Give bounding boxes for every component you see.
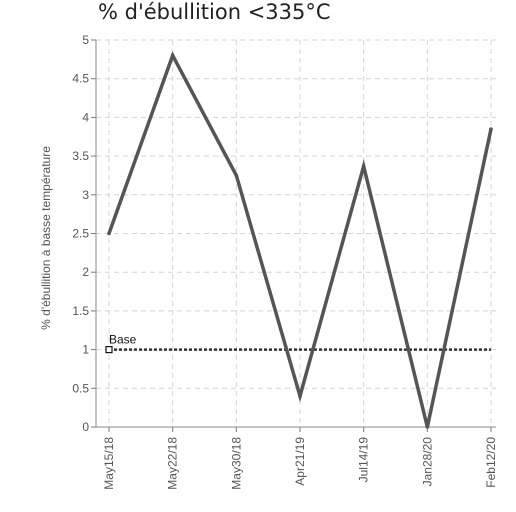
x-tick-label: May30/18 (229, 437, 243, 490)
y-tick-label: 2 (82, 265, 89, 279)
reference-line-group: Base (105, 333, 491, 354)
data-point (170, 53, 175, 58)
y-tick-label: 0 (82, 420, 89, 434)
x-tick-label: Apr21/19 (293, 437, 307, 486)
y-axis-title: % d'ébullition à basse température (39, 146, 53, 330)
data-point (489, 127, 493, 131)
reference-line-marker (105, 346, 113, 354)
y-tick-label: 2.5 (72, 227, 89, 241)
y-tick-label: 4 (82, 110, 89, 124)
y-tick-label: 1 (82, 343, 89, 357)
y-tick-label: 3 (82, 188, 89, 202)
axes: 0 0.5 1 1.5 2 2.5 3 3.5 4 4.5 5 May15/18 May22/18 May… (72, 33, 498, 490)
x-tick-label: Jan28/20 (420, 437, 434, 487)
reference-line-label: Base (109, 333, 137, 347)
series-group (107, 51, 493, 429)
y-tick-label: 3.5 (72, 149, 89, 163)
data-point (234, 173, 239, 178)
data-point (107, 231, 111, 236)
data-point (425, 425, 430, 429)
x-tick-label: May15/18 (102, 437, 116, 490)
data-point (361, 164, 366, 168)
y-tick-label: 4.5 (72, 72, 89, 86)
x-tick-label: Feb12/20 (484, 437, 498, 488)
y-tick-label: 0.5 (72, 381, 89, 395)
chart-title: % d'ébullition <335°C (98, 0, 331, 24)
data-point (298, 394, 302, 398)
x-tick-label: May22/18 (166, 437, 180, 490)
x-tick-label: Jul14/19 (357, 437, 371, 483)
y-tick-label: 1.5 (72, 304, 89, 318)
y-tick-label: 5 (82, 33, 89, 47)
